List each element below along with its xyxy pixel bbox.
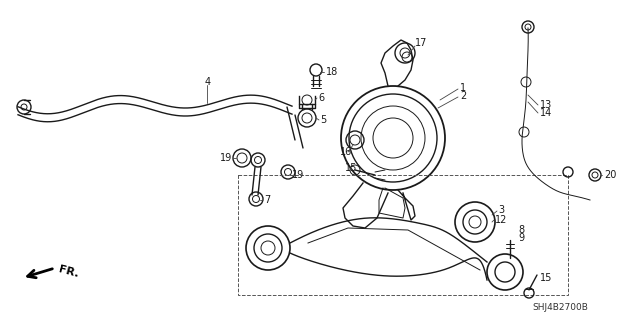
Text: 9: 9 (518, 233, 524, 243)
Text: 19: 19 (292, 170, 304, 180)
Text: 12: 12 (495, 215, 508, 225)
Text: 19: 19 (220, 153, 232, 163)
Text: 14: 14 (540, 108, 552, 118)
Text: SHJ4B2700B: SHJ4B2700B (532, 303, 588, 313)
Text: 8: 8 (518, 225, 524, 235)
Bar (238, 175, 568, 295)
Text: 7: 7 (264, 195, 270, 205)
Text: 5: 5 (320, 115, 326, 125)
Text: 16: 16 (340, 147, 352, 157)
Text: 2: 2 (460, 91, 467, 101)
Text: 13: 13 (540, 100, 552, 110)
Text: FR.: FR. (57, 264, 79, 279)
Text: 15: 15 (540, 273, 552, 283)
Text: 1: 1 (460, 83, 466, 93)
Text: 6: 6 (318, 93, 324, 103)
Text: 18: 18 (326, 67, 339, 77)
Text: 20: 20 (604, 170, 616, 180)
Text: 3: 3 (498, 205, 504, 215)
Text: 4: 4 (205, 77, 211, 87)
Text: 17: 17 (415, 38, 428, 48)
Text: 15: 15 (345, 163, 357, 173)
